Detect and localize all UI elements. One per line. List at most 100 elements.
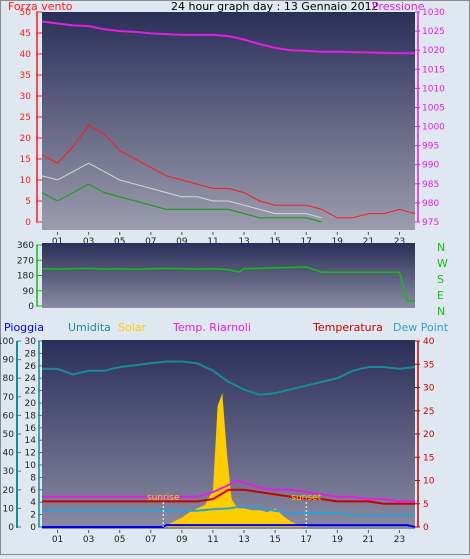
humidity-tick-label: 4 (30, 498, 36, 508)
dewpoint-legend-label: Dew Point (393, 321, 449, 334)
x-tick-label: 07 (145, 535, 156, 545)
humidity-tick-label: 6 (30, 486, 36, 496)
humidity-tick-label: 2 (30, 511, 36, 521)
temperature-legend-label: Temperatura (312, 321, 383, 334)
x-tick-label: 23 (394, 535, 405, 545)
wind-direction-plot-area (42, 243, 415, 308)
humidity-tick-label: 28 (25, 349, 37, 359)
x-tick-label: 01 (52, 237, 63, 247)
pressure-tick-label: 1025 (422, 27, 445, 37)
x-tick-label: 11 (207, 237, 218, 247)
x-tick-label: 23 (394, 237, 405, 247)
rain-tick-label: 70 (3, 393, 15, 403)
direction-tick-label: 360 (17, 241, 34, 251)
pressure-tick-label: 980 (422, 199, 439, 209)
apparent-temp-legend-label: Temp. Riarnoli (172, 321, 251, 334)
x-tick-label: 09 (176, 535, 188, 545)
x-tick-label: 03 (83, 535, 94, 545)
rain-tick-label: 50 (3, 430, 15, 440)
humidity-tick-label: 8 (30, 473, 36, 483)
wind-axis-title: Forza vento (8, 0, 73, 13)
direction-degree-axis: 360 270 180 90 0 (17, 241, 42, 312)
pressure-tick-label: 985 (422, 180, 439, 190)
pressure-axis: 1030 1025 1020 1015 1010 1005 1000 995 990 985 980… (415, 8, 445, 228)
direction-tick-label: 180 (17, 272, 34, 282)
temperature-tick-label: 40 (423, 337, 435, 347)
solar-legend-label: Solar (118, 321, 147, 334)
x-tick-label: 07 (145, 237, 156, 247)
wind-speed-tick-label: 25 (20, 113, 31, 123)
x-tick-label: 11 (207, 535, 218, 545)
x-tick-label: 13 (238, 237, 249, 247)
wind-speed-tick-label: 50 (20, 8, 32, 18)
pressure-tick-label: 1005 (422, 103, 445, 113)
humidity-tick-label: 16 (25, 424, 37, 434)
pressure-tick-label: 1030 (422, 8, 445, 18)
wind-speed-tick-label: 5 (25, 197, 31, 207)
x-tick-label: 09 (176, 237, 188, 247)
temperature-tick-label: 5 (423, 500, 429, 510)
compass-label: N (437, 305, 445, 318)
compass-label: S (437, 273, 444, 286)
pressure-tick-label: 1020 (422, 46, 445, 56)
wind-speed-tick-label: 40 (20, 50, 32, 60)
sun-annotations: sunrise sunset (147, 493, 322, 527)
pressure-axis-title: Pressione (372, 0, 425, 13)
humidity-legend-label: Umidita (68, 321, 111, 334)
pressure-series-line (41, 20, 415, 55)
compass-label: E (437, 289, 444, 302)
x-tick-label: 19 (332, 237, 344, 247)
temperature-tick-label: 0 (423, 523, 429, 533)
x-tick-label: 17 (300, 535, 311, 545)
wind-direction-series-line (41, 266, 415, 302)
temperature-tick-label: 20 (423, 430, 435, 440)
temperature-tick-label: 25 (423, 407, 434, 417)
pressure-tick-label: 1010 (422, 84, 445, 94)
temperature-tick-label: 35 (423, 360, 434, 370)
x-tick-label: 19 (332, 535, 344, 545)
humidity-tick-label: 18 (25, 411, 37, 421)
x-tick-label: 15 (269, 535, 280, 545)
wind-speed-tick-label: 35 (20, 71, 31, 81)
humidity-tick-label: 10 (25, 461, 37, 471)
temperature-series-line (42, 488, 415, 505)
pressure-tick-label: 975 (422, 218, 439, 228)
wind-speed-tick-label: 15 (20, 155, 31, 165)
humidity-tick-label: 20 (25, 399, 37, 409)
direction-tick-label: 0 (28, 302, 34, 312)
wind-gust-series-line (41, 124, 416, 219)
humidity-tick-label: 24 (25, 374, 37, 384)
dewpoint-series-line (42, 505, 415, 517)
wind-speed-tick-label: 20 (20, 134, 32, 144)
wind-pressure-plot-area (42, 12, 415, 230)
x-tick-label: 15 (269, 237, 280, 247)
apparent-temp-series-line (42, 479, 415, 503)
x-tick-label: 05 (114, 237, 125, 247)
rain-tick-label: 10 (3, 504, 15, 514)
rain-tick-label: 90 (3, 356, 15, 366)
pressure-tick-label: 1015 (422, 65, 445, 75)
humidity-tick-label: 0 (30, 523, 36, 533)
humidity-tick-label: 30 (25, 337, 37, 347)
wind-x-axis: 01 03 05 07 09 11 13 15 17 19 21 23 (52, 232, 405, 247)
wind-speed-tick-label: 30 (20, 92, 32, 102)
compass-label: W (437, 257, 448, 270)
rain-series-line (42, 524, 416, 528)
wind-speed-tick-label: 0 (25, 218, 31, 228)
humidity-tick-label: 22 (25, 387, 36, 397)
rain-tick-label: 100 (0, 337, 14, 347)
rain-tick-label: 40 (3, 449, 15, 459)
rain-tick-label: 20 (3, 486, 15, 496)
rain-legend-label: Pioggia (4, 321, 44, 334)
humidity-tick-label: 12 (25, 449, 36, 459)
pressure-tick-label: 995 (422, 142, 439, 152)
wind-average-series-line (41, 162, 322, 219)
humidity-tick-label: 14 (25, 436, 37, 446)
climate-x-axis: 01 03 05 07 09 11 13 15 17 19 21 23 (52, 530, 405, 545)
temperature-tick-label: 10 (423, 477, 435, 487)
rain-tick-label: 60 (3, 411, 15, 421)
direction-tick-label: 90 (23, 287, 35, 297)
